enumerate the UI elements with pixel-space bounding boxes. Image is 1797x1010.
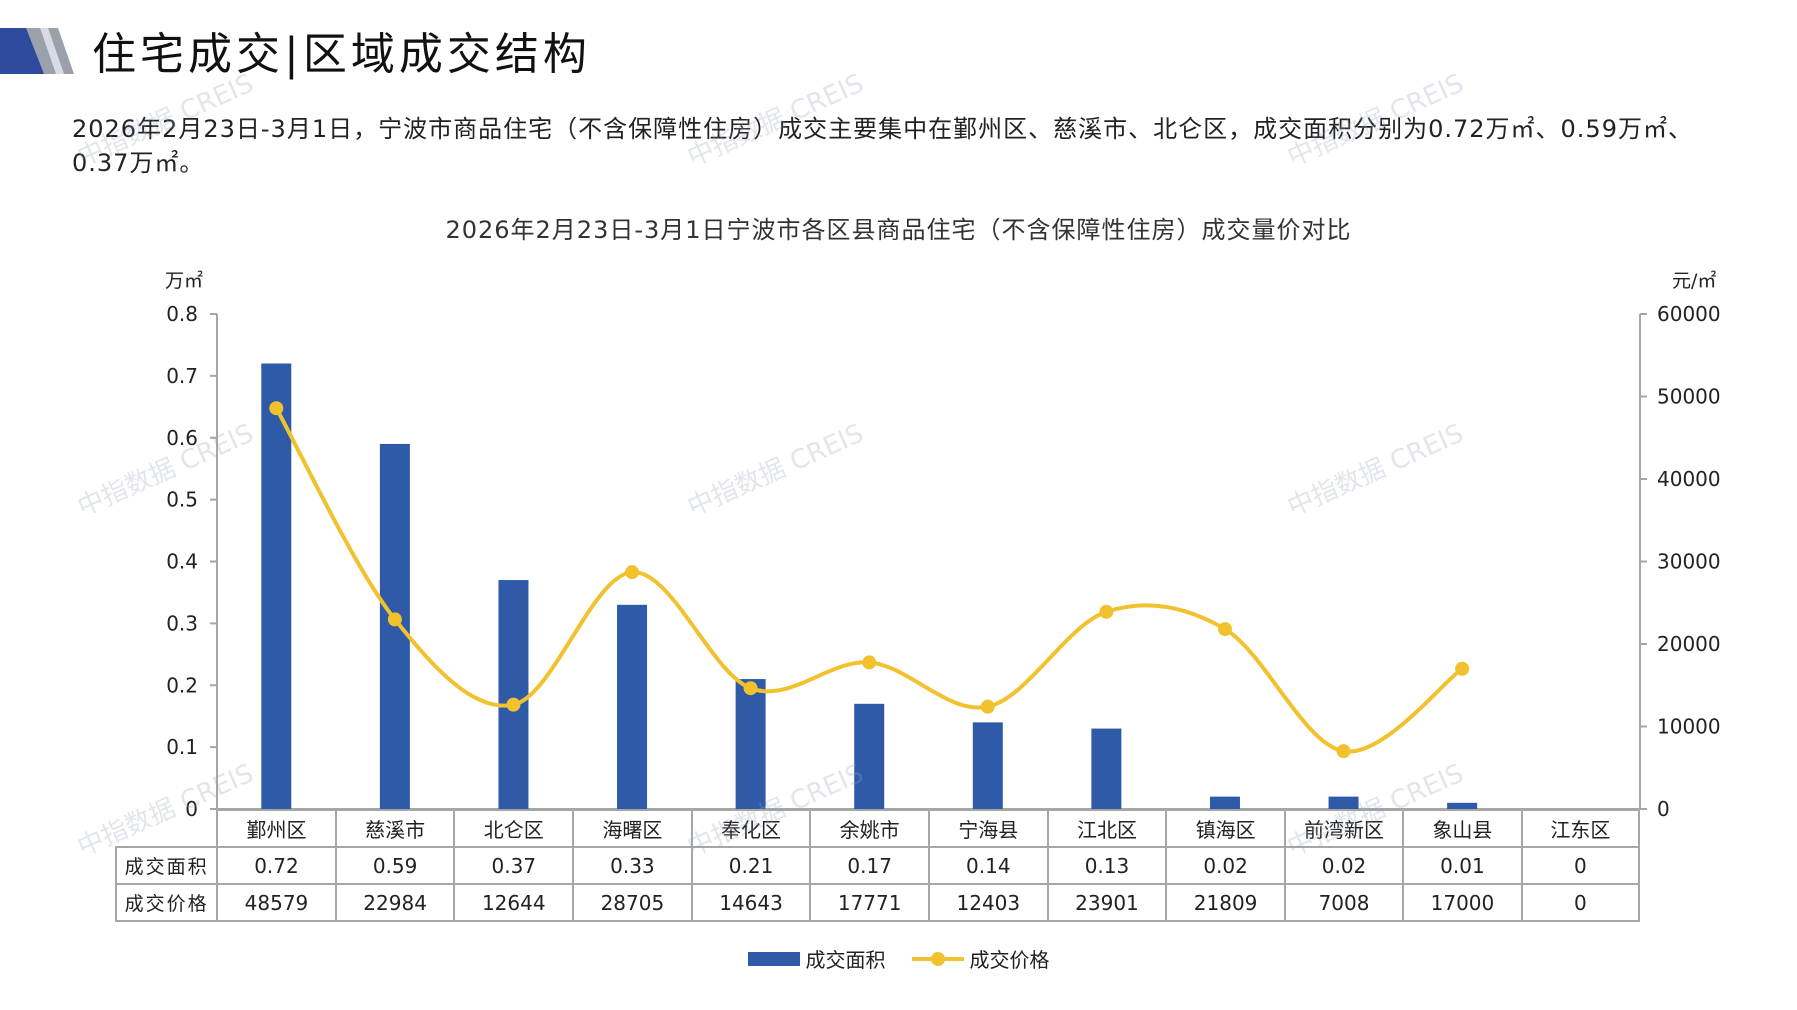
- right-tick-label: 0: [1657, 797, 1670, 821]
- page-title: 住宅成交|区域成交结构: [92, 29, 591, 80]
- table-cell: 7008: [1283, 883, 1405, 922]
- legend-bar-swatch: [747, 951, 800, 966]
- table-cell: 0.02: [1283, 846, 1405, 885]
- category-label: 海曙区: [572, 809, 693, 848]
- category-label: 北仑区: [453, 809, 575, 848]
- category-label: 余姚市: [809, 809, 930, 848]
- bar-成交面积: [1328, 796, 1359, 809]
- table-cell: 0.59: [334, 846, 456, 885]
- right-tick-label: 60000: [1657, 302, 1721, 326]
- table-cell: 0.13: [1046, 846, 1168, 885]
- price-point: [1336, 744, 1351, 759]
- legend-line-swatch: [911, 950, 964, 968]
- table-cell: 0.21: [690, 846, 812, 885]
- left-axis-unit: 万㎡: [165, 270, 204, 292]
- bar-成交面积: [617, 604, 648, 809]
- bar-成交面积: [1447, 802, 1478, 809]
- price-point: [980, 699, 995, 714]
- table-row-categories: 鄞州区 慈溪市 北仑区 海曙区 奉化区 余姚市 宁海县 江北区 镇海区 前湾新区 象山县 江东区: [116, 809, 1641, 848]
- bar-成交面积: [379, 443, 410, 809]
- left-tick-label: 0.5: [166, 488, 198, 512]
- legend-label-area: 成交面积: [805, 948, 886, 972]
- legend-item-area: 成交面积: [747, 944, 886, 973]
- price-point: [1217, 622, 1232, 637]
- left-tick-label: 0.6: [166, 426, 198, 450]
- legend-label-price: 成交价格: [969, 948, 1050, 972]
- table-cell: 0: [1520, 883, 1641, 922]
- table-cell: 0.37: [453, 846, 575, 885]
- table-cell: 0.17: [809, 846, 930, 885]
- table-row: 成交价格 48579 22984 12644 28705 14643 17771 12403 2…: [114, 883, 1641, 922]
- right-tick-label: 10000: [1657, 715, 1721, 739]
- category-label: 江北区: [1046, 809, 1168, 848]
- table-cell: 22984: [334, 883, 456, 922]
- table-cell: 0: [1520, 846, 1641, 885]
- price-point: [269, 401, 284, 416]
- table-cell: 21809: [1165, 883, 1286, 922]
- table-row: 成交面积 0.72 0.59 0.37 0.33 0.21 0.17 0.14 0.13 0.02…: [114, 846, 1641, 885]
- category-label: 慈溪市: [334, 809, 456, 848]
- table-cell: 48579: [216, 883, 337, 922]
- price-point: [862, 655, 877, 670]
- category-label: 江东区: [1520, 809, 1641, 848]
- bar-成交面积: [261, 363, 292, 809]
- bar-成交面积: [854, 703, 885, 809]
- table-cell: 0.02: [1165, 846, 1286, 885]
- category-label: 象山县: [1402, 809, 1523, 848]
- table-cell: 17771: [809, 883, 930, 922]
- price-point: [743, 681, 758, 696]
- chart-legend: 成交面积 成交价格: [0, 944, 1797, 973]
- brand-logo-icon: [0, 28, 74, 74]
- legend-item-price: 成交价格: [911, 944, 1050, 973]
- table-corner-cell: [116, 810, 219, 848]
- right-tick-label: 30000: [1657, 550, 1721, 574]
- left-tick-label: 0.1: [166, 735, 198, 759]
- right-tick-label: 40000: [1657, 467, 1721, 491]
- category-label: 宁海县: [928, 809, 1049, 848]
- price-line: [274, 407, 1464, 754]
- right-axis-unit: 元/㎡: [1672, 270, 1717, 292]
- right-tick-label: 50000: [1657, 385, 1721, 409]
- left-tick-label: 0.3: [166, 611, 198, 635]
- table-row-header: 成交价格: [114, 883, 219, 922]
- bar-成交面积: [498, 580, 529, 809]
- category-label: 鄞州区: [216, 809, 337, 848]
- bar-成交面积: [1209, 796, 1240, 809]
- table-row-header: 成交面积: [114, 846, 219, 885]
- table-cell: 12644: [453, 883, 575, 922]
- left-tick-label: 0.7: [166, 364, 198, 388]
- category-label: 奉化区: [690, 809, 812, 848]
- table-cell: 0.01: [1402, 846, 1523, 885]
- bar-成交面积: [972, 722, 1003, 809]
- bar-成交面积: [1091, 728, 1122, 809]
- table-cell: 0.14: [928, 846, 1049, 885]
- chart-title: 2026年2月23日-3月1日宁波市各区县商品住宅（不含保障性住房）成交量价对比: [445, 216, 1352, 244]
- bar-成交面积: [735, 679, 766, 809]
- price-point: [1455, 661, 1470, 676]
- data-table: 鄞州区 慈溪市 北仑区 海曙区 奉化区 余姚市 宁海县 江北区 镇海区 前湾新区 象山县 江东区 成交面…: [114, 809, 1641, 922]
- price-point: [506, 697, 521, 712]
- price-point: [1099, 604, 1114, 619]
- category-label: 镇海区: [1165, 809, 1286, 848]
- price-point: [387, 612, 402, 627]
- category-label: 前湾新区: [1283, 809, 1405, 848]
- table-cell: 0.72: [216, 846, 337, 885]
- right-tick-label: 20000: [1657, 632, 1721, 656]
- table-cell: 12403: [928, 883, 1049, 922]
- table-cell: 28705: [572, 883, 693, 922]
- left-tick-label: 0.4: [166, 550, 198, 574]
- table-cell: 23901: [1046, 883, 1168, 922]
- summary-paragraph: 2026年2月23日-3月1日，宁波市商品住宅（不含保障性住房）成交主要集中在鄞…: [72, 115, 1693, 177]
- left-tick-label: 0.8: [166, 302, 198, 326]
- table-cell: 14643: [690, 883, 812, 922]
- table-cell: 17000: [1402, 883, 1523, 922]
- table-cell: 0.33: [572, 846, 693, 885]
- price-point: [625, 565, 640, 580]
- left-tick-label: 0.2: [166, 673, 198, 697]
